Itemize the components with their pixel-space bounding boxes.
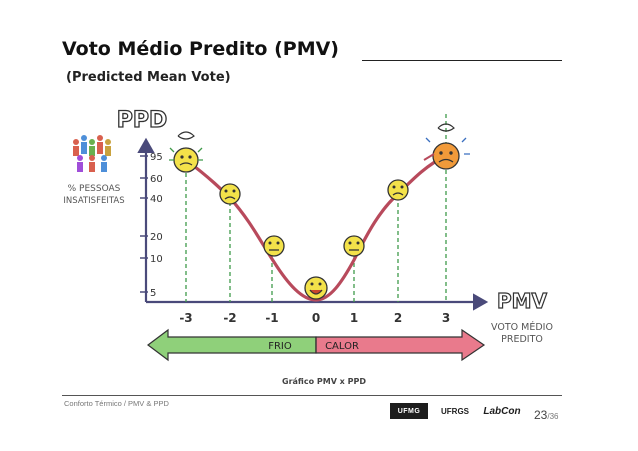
y-tick-20: 20 — [150, 232, 163, 243]
y-tick-40: 40 — [150, 194, 163, 205]
face-cool-icon — [263, 235, 285, 257]
footer-divider — [62, 395, 562, 396]
cold-label: FRIO — [268, 341, 292, 352]
people-icon — [73, 135, 111, 172]
x-tick-1: 1 — [350, 311, 358, 325]
face-hot-icon — [387, 179, 409, 201]
x-axis-caption-line1: VOTO MÉDIO — [491, 321, 553, 333]
y-axis-title: PPD — [117, 108, 168, 133]
page-number: 23/36 — [534, 406, 558, 424]
y-tick-95: 95 — [150, 152, 163, 163]
page-total: /36 — [547, 412, 559, 421]
page-current: 23 — [534, 408, 548, 422]
face-cold-extreme-icon — [169, 131, 203, 173]
figure-caption: Gráfico PMV x PPD — [282, 377, 366, 386]
y-axis-ticks: 95 60 40 20 10 5 — [140, 152, 163, 299]
slide-subtitle: (Predicted Mean Vote) — [66, 70, 231, 85]
warm-label: CALOR — [325, 341, 359, 352]
x-axis-ticks: -3 -2 -1 0 1 2 3 — [179, 311, 450, 325]
face-neutral-happy-icon — [304, 276, 328, 300]
face-cold-icon — [219, 183, 241, 205]
pmv-ppd-diagram: % PESSOAS INSATISFEITAS PPD 95 60 40 20 … — [63, 107, 553, 386]
footer-text: Conforto Térmico / PMV & PPD — [64, 399, 169, 408]
x-tick-neg1: -1 — [265, 311, 278, 325]
y-tick-5: 5 — [150, 288, 156, 299]
face-warm-icon — [343, 235, 365, 257]
x-tick-3: 3 — [442, 311, 450, 325]
y-axis-caption-line1: % PESSOAS — [68, 184, 121, 194]
thermal-sensation-arrow: FRIO CALOR — [147, 328, 486, 362]
x-tick-neg2: -2 — [223, 311, 236, 325]
x-tick-2: 2 — [394, 311, 402, 325]
labcon-logo: LabCon — [483, 405, 521, 417]
face-hot-extreme-icon — [423, 123, 470, 170]
title-underline — [362, 60, 562, 61]
ufrgs-logo: UFRGS — [441, 406, 469, 416]
pmv-ppd-figure: % PESSOAS INSATISFEITAS PPD 95 60 40 20 … — [62, 94, 570, 394]
ufmg-logo: UFMG — [390, 403, 428, 419]
pmv-guides — [185, 114, 447, 302]
x-tick-0: 0 — [312, 311, 320, 325]
y-axis-caption-line2: INSATISFEITAS — [63, 196, 124, 206]
x-tick-neg3: -3 — [179, 311, 192, 325]
y-tick-60: 60 — [150, 174, 163, 185]
slide-title: Voto Médio Predito (PMV) — [62, 38, 339, 60]
warm-arrow — [315, 328, 486, 362]
x-axis-title: PMV — [497, 289, 548, 313]
x-axis-caption-line2: PREDITO — [501, 334, 543, 345]
y-tick-10: 10 — [150, 254, 163, 265]
